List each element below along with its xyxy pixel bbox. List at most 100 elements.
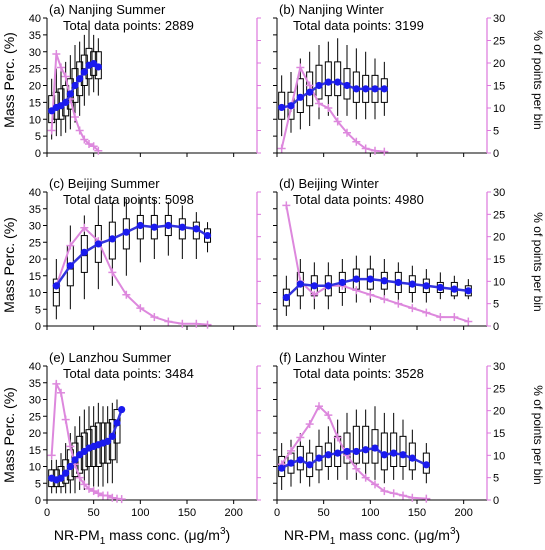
ytick-label: 25 — [29, 411, 41, 423]
y2tick-label: 5 — [493, 473, 499, 485]
xlabel-left: NR-PM1 mass conc. (μg/m3) — [54, 526, 230, 547]
ytick-label: 20 — [29, 81, 41, 93]
panel-subtitle: Total data points: 2889 — [63, 18, 194, 33]
mean-point — [94, 240, 102, 248]
ytick-label: 25 — [29, 64, 41, 76]
xtick-label: 50 — [318, 507, 330, 519]
mean-point — [338, 278, 346, 287]
mean-point — [108, 432, 116, 440]
mean-point — [113, 419, 121, 427]
mean-point — [296, 93, 304, 101]
xlabel-right-rest: mass conc. (μg/m — [335, 527, 450, 543]
box — [324, 61, 332, 97]
mean-point — [362, 446, 370, 454]
xlabel-right-main: NR-PM — [284, 527, 330, 543]
panel-2: 0 5 10 15 20 25 30 35 40 (c) Beijing SummerTotal … — [29, 176, 261, 333]
ytick-label: 20 — [29, 254, 41, 266]
y2tick-label: 0 — [493, 148, 499, 160]
mean-point — [362, 85, 370, 93]
mean-point — [287, 459, 295, 467]
xtick-label: 200 — [454, 507, 472, 519]
mean-point — [371, 85, 379, 93]
mean-point — [390, 449, 398, 457]
y2tick-label: 30 — [493, 361, 505, 373]
mean-point — [464, 287, 472, 295]
mean-point — [380, 277, 388, 285]
mean-point — [66, 462, 74, 471]
box — [399, 435, 407, 468]
ytick-label: 0 — [35, 321, 41, 333]
box — [352, 425, 360, 464]
mean-point — [315, 454, 323, 462]
ytick-label: 5 — [35, 304, 41, 316]
mean-line — [281, 446, 427, 470]
mean-point — [296, 456, 304, 464]
ytick-label: 40 — [29, 187, 41, 199]
y2tick-label: 10 — [493, 103, 505, 115]
mean-point — [71, 456, 79, 464]
mean-point — [422, 282, 430, 290]
panel-0: 0 5 10 15 20 25 30 35 40 (a) Nanjing SummerTotal … — [29, 2, 261, 160]
mean-point — [80, 68, 88, 76]
y2tick-label: 5 — [493, 299, 499, 311]
ytick-label: 10 — [29, 288, 41, 300]
ytick-label: 35 — [29, 204, 41, 216]
y2tick-label: 20 — [493, 58, 505, 70]
mean-point — [122, 228, 130, 236]
mean-point — [371, 444, 379, 452]
y2tick-label: 25 — [493, 36, 505, 48]
left-ylabel-row1: Mass Perc. (%) — [1, 32, 17, 128]
y2tick-label: 0 — [493, 495, 499, 507]
mean-point — [380, 85, 388, 93]
right-ylabel-row2: % of points per bin — [531, 212, 545, 311]
panel-subtitle: Total data points: 3528 — [293, 366, 424, 381]
ytick-label: 40 — [29, 13, 41, 25]
mean-point — [324, 451, 332, 459]
mean-point — [343, 447, 351, 456]
percent-line — [280, 404, 427, 500]
mean-point — [66, 90, 74, 98]
mean-point — [278, 103, 286, 112]
ytick-label: 35 — [29, 30, 41, 42]
xtick-label: 0 — [44, 507, 50, 519]
y2tick-label: 15 — [493, 81, 505, 93]
y2tick-label: 10 — [493, 276, 505, 288]
y2tick-label: 30 — [493, 187, 505, 199]
panel-title: (a) Nanjing Summer — [49, 2, 166, 17]
xtick-label: 150 — [178, 507, 196, 519]
ytick-label: 15 — [29, 271, 41, 283]
mean-point — [422, 461, 430, 469]
mean-point — [366, 275, 374, 283]
mean-point — [282, 293, 290, 302]
y2tick-label: 25 — [493, 209, 505, 221]
panel-subtitle: Total data points: 5098 — [63, 192, 194, 207]
ytick-label: 20 — [29, 428, 41, 440]
xtick-label: 50 — [88, 507, 100, 519]
box — [390, 432, 398, 467]
ytick-label: 5 — [35, 131, 41, 143]
right-ylabel-row3: % of points per bin — [531, 385, 545, 484]
mean-point — [62, 469, 70, 477]
panel-subtitle: Total data points: 4980 — [293, 192, 424, 207]
panel-subtitle: Total data points: 3484 — [63, 366, 194, 381]
mean-point — [310, 282, 318, 290]
mean-point — [352, 85, 360, 93]
mean-point — [66, 262, 74, 270]
left-ylabel-row3: Mass Perc. (%) — [1, 387, 17, 483]
percent-line — [50, 380, 122, 501]
xtick-label: 100 — [361, 507, 379, 519]
mean-point — [94, 63, 102, 71]
xlabel-right-close: ) — [456, 527, 461, 543]
ytick-label: 15 — [29, 445, 41, 457]
panel-title: (e) Lanzhou Summer — [49, 350, 172, 365]
y2tick-label: 15 — [493, 428, 505, 440]
mean-point — [278, 464, 286, 472]
panel-subtitle: Total data points: 3199 — [293, 18, 424, 33]
mean-point — [334, 78, 342, 86]
mean-point — [164, 221, 172, 230]
mean-point — [324, 282, 332, 290]
mean-point — [324, 78, 332, 86]
left-ylabel-row2: Mass Perc. (%) — [1, 217, 17, 313]
mean-point — [450, 285, 458, 293]
